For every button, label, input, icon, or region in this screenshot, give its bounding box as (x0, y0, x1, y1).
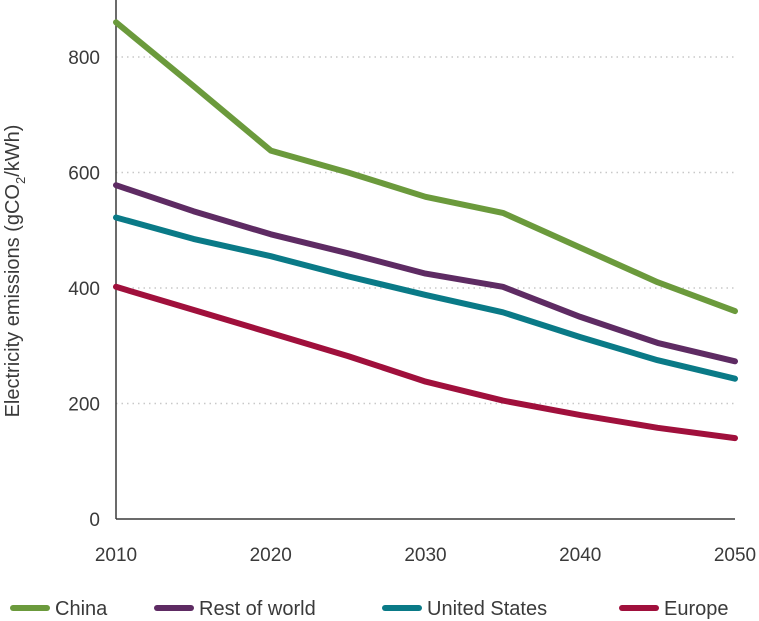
axes (115, 0, 735, 520)
legend-label-rest-of-world: Rest of world (199, 598, 316, 620)
y-tick-label-400: 400 (68, 279, 100, 300)
y-tick-label-200: 200 (68, 395, 100, 416)
legend-label-china: China (55, 598, 108, 620)
series-line-rest-of-world (113, 182, 738, 365)
legend-label-europe: Europe (664, 598, 729, 620)
y-tick-labels: 0 200 400 600 800 (68, 48, 100, 531)
legend: China Rest of world United States Europe (10, 598, 729, 620)
y-axis-title: Electricity emissions (gCO2/kWh) (2, 125, 28, 418)
y-tick-label-0: 0 (89, 510, 100, 531)
series-line-china (113, 19, 738, 315)
series-line-europe (113, 283, 738, 442)
x-tick-labels: 2010 2020 2030 2040 2050 (95, 545, 756, 566)
legend-label-united-states: United States (427, 598, 547, 620)
series-lines (113, 19, 738, 442)
x-tick-label-2030: 2030 (404, 545, 446, 566)
x-tick-label-2020: 2020 (250, 545, 292, 566)
y-tick-label-800: 800 (68, 48, 100, 69)
x-tick-label-2010: 2010 (95, 545, 137, 566)
series-line-united-states (113, 214, 738, 382)
x-tick-label-2040: 2040 (559, 545, 601, 566)
grid-lines (116, 56, 735, 405)
x-tick-label-2050: 2050 (714, 545, 756, 566)
y-tick-label-600: 600 (68, 164, 100, 185)
